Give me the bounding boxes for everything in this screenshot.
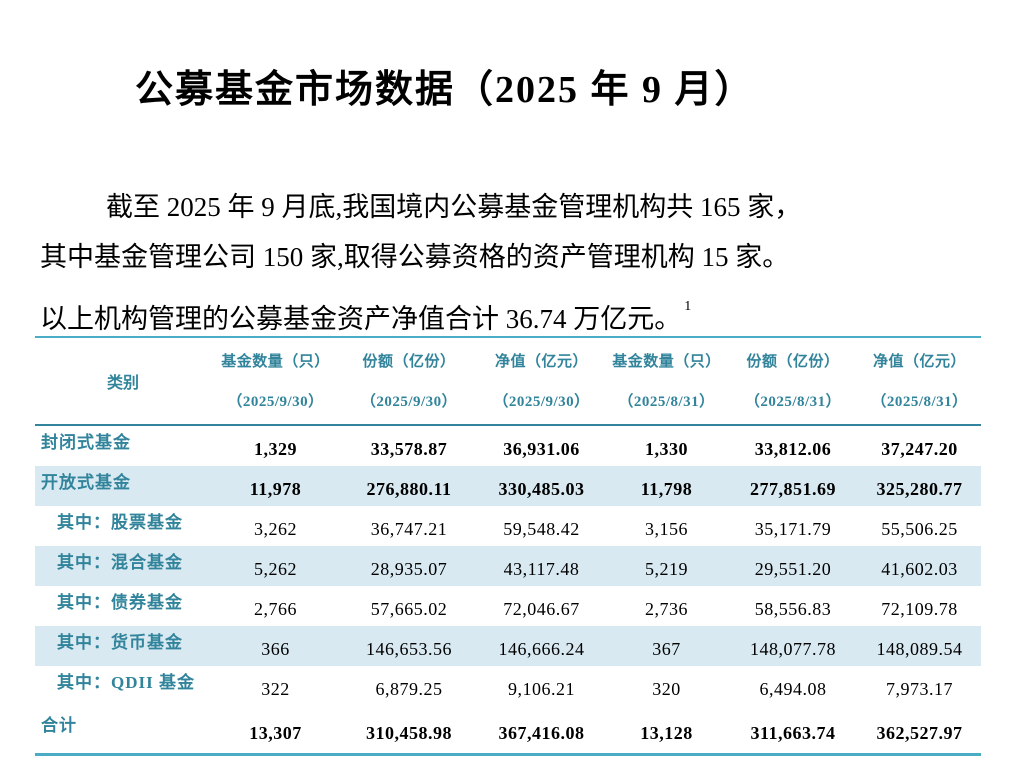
row-category: 合计 [41, 716, 77, 735]
table-cell: 33,578.87 [370, 439, 448, 459]
column-header-date: （2025/8/31） [744, 394, 842, 410]
table-cell: 2,766 [254, 599, 297, 619]
table-cell: 1,329 [254, 439, 297, 459]
table-cell: 5,262 [254, 559, 297, 579]
table-cell: 148,089.54 [876, 639, 963, 659]
table-cell: 72,109.78 [881, 599, 958, 619]
table-cell: 366 [261, 639, 290, 659]
row-open-end-funds: 开放式基金 11,978 276,880.11 330,485.03 11,79… [35, 466, 981, 506]
column-header-shares-aug: 份额（亿份） （2025/8/31） [728, 337, 858, 425]
fund-data-table-wrapper: 类别 基金数量（只） （2025/9/30） 份额（亿份） （2025/9/30） … [35, 336, 981, 756]
table-cell: 6,494.08 [759, 679, 827, 699]
paragraph-line: 其中基金管理公司 150 家,取得公募资格的资产管理机构 15 家。 [40, 242, 790, 272]
row-category: 其中：混合基金 [57, 552, 183, 572]
table-header-row: 类别 基金数量（只） （2025/9/30） 份额（亿份） （2025/9/30） … [35, 337, 981, 425]
column-header-date: （2025/8/31） [618, 394, 715, 410]
row-hybrid-funds: 其中：混合基金 5,262 28,935.07 43,117.48 5,219 … [35, 546, 981, 586]
table-cell: 33,812.06 [754, 439, 832, 459]
table-cell: 35,171.79 [754, 519, 832, 539]
table-cell: 11,798 [640, 479, 693, 499]
table-cell: 325,280.77 [876, 479, 963, 499]
table-cell: 7,973.17 [886, 679, 953, 699]
table-cell: 13,307 [249, 722, 302, 743]
column-header-label: 净值（亿元） [872, 354, 966, 370]
table-cell: 43,117.48 [503, 559, 580, 579]
column-header-date: （2025/9/30） [493, 394, 590, 410]
table-cell: 5,219 [645, 559, 688, 579]
column-header-date: （2025/8/31） [871, 394, 968, 410]
row-category: 开放式基金 [41, 472, 131, 492]
table-cell: 36,747.21 [370, 519, 448, 539]
table-cell: 148,077.78 [750, 639, 836, 659]
table-cell: 367 [652, 639, 681, 659]
table-cell: 320 [652, 679, 681, 699]
row-category: 其中：QDII 基金 [57, 672, 195, 692]
table-cell: 55,506.25 [881, 519, 958, 539]
column-header-fund-count-sep: 基金数量（只） （2025/9/30） [211, 337, 340, 425]
column-header-label: 份额（亿份） [362, 354, 456, 370]
row-equity-funds: 其中：股票基金 3,262 36,747.21 59,548.42 3,156 … [35, 506, 981, 546]
paragraph-text: 以上机构管理的公募基金资产净值合计 36.74 万亿元。 [40, 304, 682, 334]
row-category: 其中：股票基金 [57, 512, 183, 532]
column-header-date: （2025/9/30） [360, 394, 458, 410]
row-category: 其中：货币基金 [57, 632, 183, 652]
table-cell: 57,665.02 [370, 599, 448, 619]
table-cell: 28,935.07 [370, 559, 448, 579]
table-cell: 59,548.42 [503, 519, 580, 539]
table-cell: 310,458.98 [366, 722, 452, 743]
column-header-nav-aug: 净值（亿元） （2025/8/31） [858, 337, 981, 425]
row-money-market-funds: 其中：货币基金 366 146,653.56 146,666.24 367 14… [35, 626, 981, 666]
row-category: 其中：债券基金 [57, 592, 183, 612]
table-cell: 146,653.56 [366, 639, 452, 659]
table-cell: 146,666.24 [498, 639, 585, 659]
table-cell: 330,485.03 [498, 479, 585, 499]
table-cell: 322 [261, 679, 290, 699]
row-qdii-funds: 其中：QDII 基金 322 6,879.25 9,106.21 320 6,4… [35, 666, 981, 706]
row-closed-end-funds: 封闭式基金 1,329 33,578.87 36,931.06 1,330 33… [35, 425, 981, 466]
table-cell: 11,978 [249, 479, 302, 499]
table-cell: 37,247.20 [881, 439, 958, 459]
table-cell: 362,527.97 [876, 722, 963, 743]
column-header-label: 净值（亿元） [494, 354, 588, 370]
table-cell: 277,851.69 [750, 479, 836, 499]
page-title: 公募基金市场数据（2025 年 9 月） [135, 69, 755, 111]
fund-data-table: 类别 基金数量（只） （2025/9/30） 份额（亿份） （2025/9/30） … [35, 336, 981, 756]
row-category: 封闭式基金 [41, 432, 131, 452]
footnote-marker: 1 [684, 299, 692, 314]
table-cell: 36,931.06 [503, 439, 580, 459]
intro-paragraph: 截至 2025 年 9 月底,我国境内公募基金管理机构共 165 家， 其中基金… [40, 182, 985, 334]
table-cell: 29,551.20 [754, 559, 832, 579]
column-header-category: 类别 [106, 375, 139, 392]
table-cell: 1,330 [645, 439, 688, 459]
column-header-nav-sep: 净值（亿元） （2025/9/30） [478, 337, 605, 425]
table-cell: 72,046.67 [503, 599, 580, 619]
table-cell: 58,556.83 [754, 599, 832, 619]
row-bond-funds: 其中：债券基金 2,766 57,665.02 72,046.67 2,736 … [35, 586, 981, 626]
table-cell: 3,156 [645, 519, 688, 539]
column-header-label: 基金数量（只） [612, 354, 721, 370]
paragraph-line: 截至 2025 年 9 月底,我国境内公募基金管理机构共 165 家， [106, 192, 802, 222]
table-cell: 311,663.74 [750, 722, 836, 743]
table-cell: 9,106.21 [508, 679, 575, 699]
column-header-label: 份额（亿份） [746, 354, 840, 370]
table-cell: 3,262 [254, 519, 297, 539]
paragraph-line: 以上机构管理的公募基金资产净值合计 36.74 万亿元。 1 [40, 282, 985, 334]
table-cell: 13,128 [640, 722, 693, 743]
table-cell: 41,602.03 [881, 559, 958, 579]
column-header-shares-sep: 份额（亿份） （2025/9/30） [340, 337, 478, 425]
row-total: 合计 13,307 310,458.98 367,416.08 13,128 3… [35, 706, 981, 755]
column-header-fund-count-aug: 基金数量（只） （2025/8/31） [605, 337, 728, 425]
table-cell: 276,880.11 [366, 479, 452, 499]
column-header-date: （2025/9/30） [227, 394, 324, 410]
table-cell: 6,879.25 [375, 679, 443, 699]
column-header-label: 基金数量（只） [221, 354, 330, 370]
table-cell: 367,416.08 [498, 722, 585, 743]
table-cell: 2,736 [645, 599, 688, 619]
